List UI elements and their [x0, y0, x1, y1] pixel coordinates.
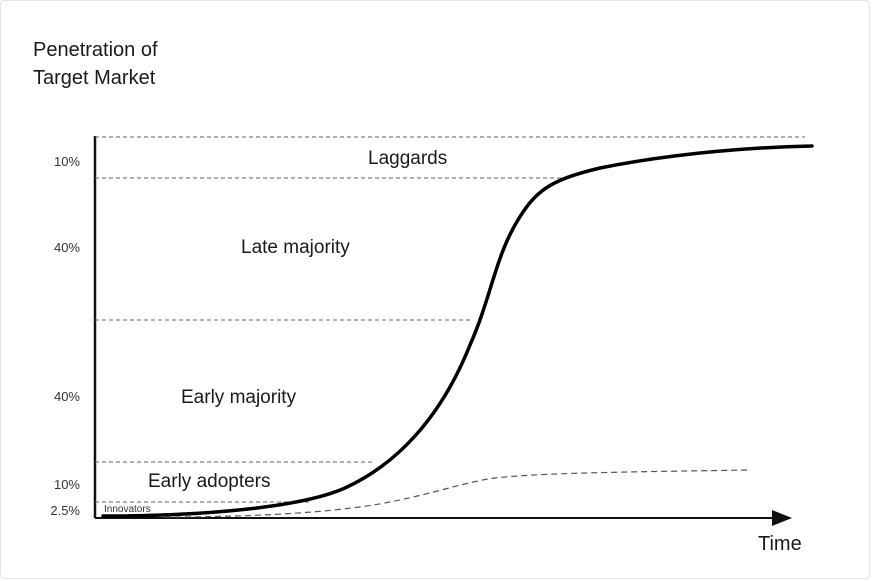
y-axis-label-line-1: Penetration of [33, 39, 158, 61]
label-late-majority: Late majority [241, 237, 350, 258]
percent-innovators: 2.5% [50, 503, 80, 518]
label-innovators: Innovators [104, 504, 151, 515]
label-early-majority: Early majority [181, 387, 297, 408]
percent-early-majority: 40% [53, 389, 80, 404]
percent-laggards: 10% [53, 154, 80, 169]
s-curve [101, 144, 814, 518]
y-axis-label: Penetration of Target Market [33, 36, 158, 92]
y-axis-label-line-2: Target Market [33, 67, 156, 89]
label-laggards: Laggards [368, 148, 448, 169]
x-axis-label: Time [758, 533, 802, 555]
label-early-adopters: Early adopters [148, 471, 271, 492]
dashed-curve [164, 469, 751, 518]
percent-early-adopters: 10% [53, 477, 80, 492]
percent-late-majority: 40% [53, 240, 80, 255]
